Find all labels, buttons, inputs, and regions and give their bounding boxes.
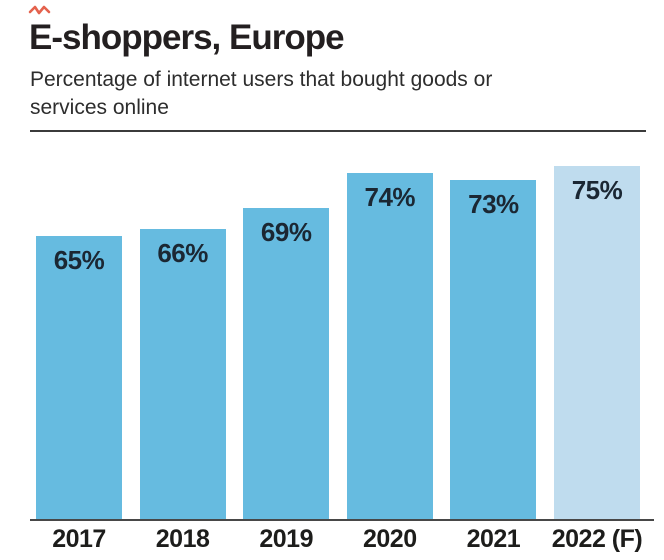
bar-value-label: 73%	[468, 188, 519, 219]
x-tick-2022 (F): 2022 (F)	[551, 525, 643, 553]
bar-2022 (F): 75%	[554, 165, 640, 519]
bar-2020: 74%	[346, 172, 433, 519]
bar-2018: 66%	[139, 228, 226, 519]
chart-title: E-shoppers, Europe	[29, 18, 345, 57]
bar-2021: 73%	[450, 179, 537, 519]
bar-value-label: 65%	[53, 244, 105, 275]
red-scribble-mark	[28, 5, 51, 15]
bar-2017: 65%	[36, 235, 122, 519]
x-tick-2018: 2018	[155, 525, 210, 553]
bar-value-label: 66%	[157, 237, 208, 268]
x-axis-line	[30, 519, 654, 521]
bar-2019: 69%	[243, 207, 330, 519]
chart-subtitle: Percentage of internet users that bought…	[30, 68, 493, 119]
bar-value-label: 74%	[364, 181, 416, 212]
bar-value-label: 75%	[571, 174, 623, 205]
x-tick-2020: 2020	[362, 525, 417, 553]
x-tick-2019: 2019	[259, 525, 313, 553]
x-tick-2017: 2017	[52, 525, 106, 553]
bar-value-label: 69%	[260, 216, 312, 247]
x-tick-2021: 2021	[466, 525, 521, 553]
header-divider-line	[30, 130, 646, 132]
